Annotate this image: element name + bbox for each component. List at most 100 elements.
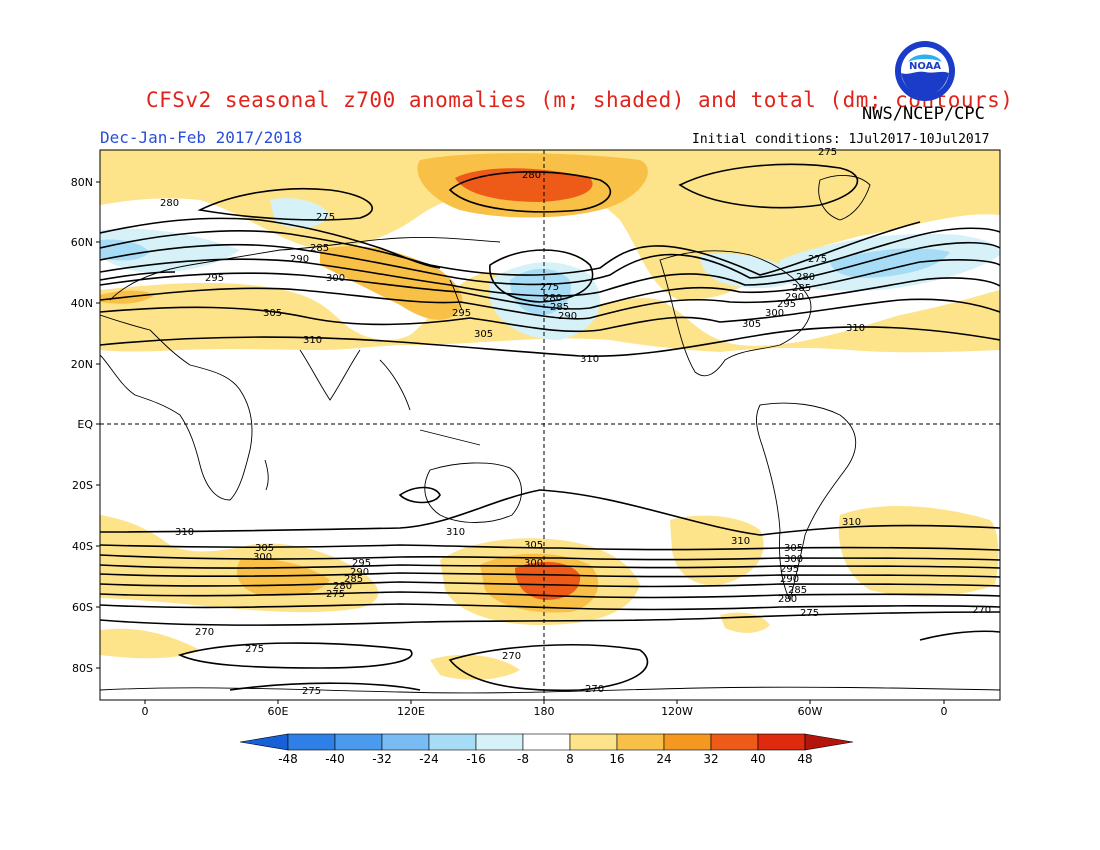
lon-label: 180 — [534, 705, 555, 718]
season-label: Dec-Jan-Feb 2017/2018 — [100, 128, 303, 147]
contour-label: 290 — [350, 567, 369, 578]
colorbar-right-arrow — [804, 733, 854, 751]
contour-label: 280 — [796, 272, 815, 283]
contour-label: 280 — [333, 581, 352, 592]
contour-label: 270 — [502, 651, 521, 662]
colorbar-tick-label: 48 — [797, 752, 812, 766]
lon-label: 120E — [397, 705, 425, 718]
noaa-logo: NOAA — [895, 41, 955, 101]
contour-label: 275 — [302, 686, 321, 697]
colorbar-swatch — [757, 733, 806, 751]
contour-label: 290 — [780, 574, 799, 585]
contour-label: 300 — [326, 273, 345, 284]
contour-label: 300 — [524, 558, 543, 569]
lat-label: 60N — [71, 236, 93, 249]
lat-label: 40N — [71, 297, 93, 310]
contour-label: 280 — [522, 170, 541, 181]
longitude-axis: 0 60E 120E 180 120W 60W 0 — [142, 700, 948, 718]
contour-label: 270 — [195, 627, 214, 638]
lat-label: 20N — [71, 358, 93, 371]
contour-label: 305 — [742, 319, 761, 330]
contour-label: 290 — [290, 254, 309, 265]
contour-label: 300 — [765, 308, 784, 319]
contour-label: 275 — [800, 608, 819, 619]
contour-label: 310 — [846, 323, 865, 334]
contour-label: 285 — [550, 302, 569, 313]
colorbar-tick-label: -8 — [517, 752, 529, 766]
colorbar-swatch — [428, 733, 477, 751]
contour-label: 305 — [524, 540, 543, 551]
colorbar-swatch — [663, 733, 712, 751]
colorbar-swatch — [475, 733, 524, 751]
lat-label: 60S — [72, 601, 93, 614]
contour-label: 310 — [731, 536, 750, 547]
sh-contours — [100, 486, 1000, 692]
lat-label: 20S — [72, 479, 93, 492]
contour-labels-sh: 310 310 310 310 305 300 295 290 285 280 … — [175, 517, 991, 697]
initial-conditions-label: Initial conditions: 1Jul2017-10Jul2017 — [692, 132, 990, 147]
colorbar-swatch — [616, 733, 665, 751]
contour-label: 280 — [160, 198, 179, 209]
contour-label: 295 — [777, 299, 796, 310]
contour-label: 305 — [474, 329, 493, 340]
contour-label: 275 — [818, 147, 837, 158]
agency-label: NWS/NCEP/CPC — [862, 104, 985, 124]
lon-label: 0 — [142, 705, 149, 718]
nh-contours — [100, 163, 1000, 358]
lon-label: 60W — [798, 705, 823, 718]
contour-labels-nh: 275 280 280 275 285 290 295 300 305 310 … — [160, 147, 865, 365]
colorbar-tick-label: 8 — [566, 752, 574, 766]
lat-label: 80N — [71, 176, 93, 189]
colorbar-tick-label: 16 — [609, 752, 624, 766]
contour-label: 275 — [326, 589, 345, 600]
colorbar: -48 -40 -32 -24 -16 -8 8 16 24 32 40 48 — [239, 733, 854, 766]
contour-label: 310 — [842, 517, 861, 528]
contour-label: 270 — [972, 605, 991, 616]
contour-label: 280 — [543, 293, 562, 304]
lon-label: 60E — [268, 705, 289, 718]
colorbar-left-arrow — [239, 733, 289, 751]
lat-label: EQ — [77, 418, 93, 431]
contour-label: 295 — [352, 558, 371, 569]
contour-label: 305 — [784, 543, 803, 554]
colorbar-tick-label: 32 — [703, 752, 718, 766]
contour-label: 290 — [558, 311, 577, 322]
contour-label: 275 — [316, 212, 335, 223]
contour-label: 300 — [784, 554, 803, 565]
colorbar-tick-label: -24 — [419, 752, 439, 766]
contour-label: 295 — [452, 308, 471, 319]
contour-label: 305 — [263, 308, 282, 319]
contour-label: 295 — [205, 273, 224, 284]
map-frame — [99, 149, 1001, 701]
lon-label: 120W — [661, 705, 693, 718]
colorbar-swatch — [381, 733, 430, 751]
colorbar-swatch — [569, 733, 618, 751]
latitude-axis: 80N 60N 40N 20N EQ 20S 40S 60S 80S — [71, 176, 100, 675]
contour-label: 300 — [253, 552, 272, 563]
lat-label: 80S — [72, 662, 93, 675]
chart-title: CFSv2 seasonal z700 anomalies (m; shaded… — [146, 88, 1014, 112]
colorbar-tick-label: -40 — [325, 752, 345, 766]
contour-label: 285 — [788, 585, 807, 596]
colorbar-swatch — [522, 733, 571, 751]
lat-label: 40S — [72, 540, 93, 553]
contour-label: 310 — [175, 527, 194, 538]
contour-label: 310 — [303, 335, 322, 346]
colorbar-tick-label: 40 — [750, 752, 765, 766]
colorbar-tick-label: -48 — [278, 752, 298, 766]
colorbar-swatch — [334, 733, 383, 751]
contour-label: 310 — [580, 354, 599, 365]
anomaly-shading — [100, 150, 1000, 680]
contour-label: 270 — [585, 684, 604, 695]
contour-label: 280 — [778, 594, 797, 605]
contour-label: 285 — [344, 574, 363, 585]
logo-text: NOAA — [909, 61, 941, 72]
colorbar-tick-label: -16 — [466, 752, 486, 766]
contour-label: 285 — [792, 283, 811, 294]
contour-label: 310 — [446, 527, 465, 538]
contour-label: 275 — [540, 282, 559, 293]
colorbar-swatch — [710, 733, 759, 751]
contour-label: 290 — [785, 292, 804, 303]
lon-label: 0 — [941, 705, 948, 718]
